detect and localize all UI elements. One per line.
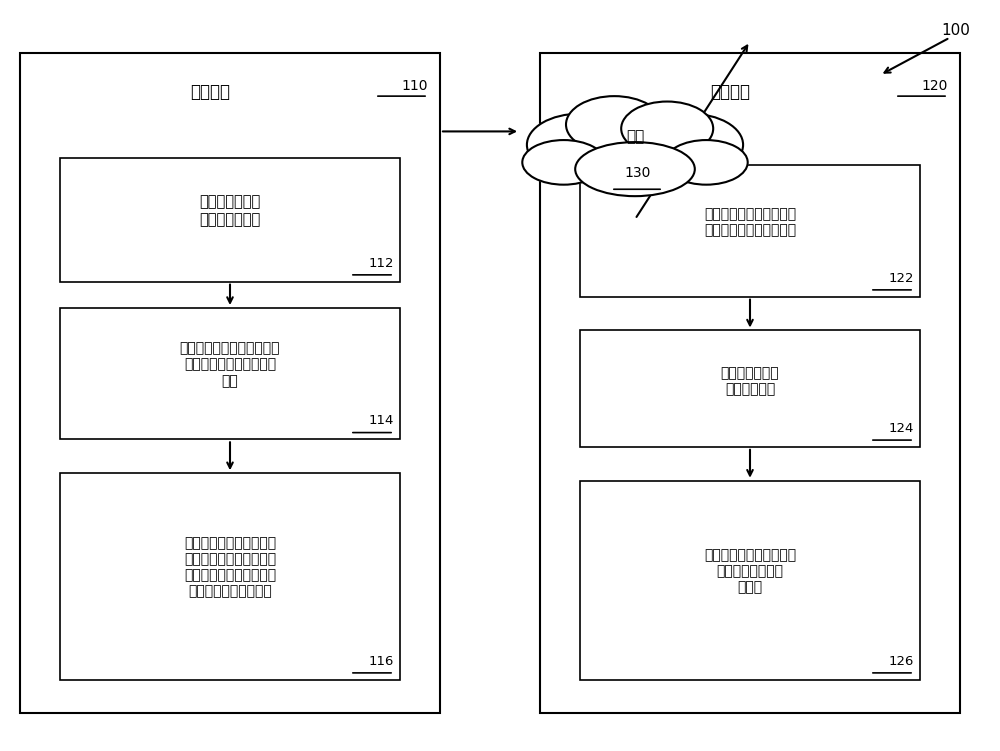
- Ellipse shape: [522, 140, 605, 185]
- Ellipse shape: [575, 142, 695, 196]
- Text: 接收包括接收的时间截値
和可变大小帧的网络分组: 接收包括接收的时间截値 和可变大小帧的网络分组: [704, 207, 796, 237]
- Text: 将可变量的流式数据编码在
具有对应的可变帧大小的
帧中: 将可变量的流式数据编码在 具有对应的可变帧大小的 帧中: [180, 342, 280, 388]
- Ellipse shape: [566, 96, 663, 153]
- FancyBboxPatch shape: [580, 165, 920, 297]
- FancyBboxPatch shape: [60, 308, 400, 439]
- Ellipse shape: [621, 101, 713, 155]
- Text: 122: 122: [889, 272, 914, 285]
- Ellipse shape: [566, 96, 663, 153]
- FancyBboxPatch shape: [60, 158, 400, 282]
- Text: 计算针对接收到的网络分
组的校正后的时间
截范围: 计算针对接收到的网络分 组的校正后的时间 截范围: [704, 548, 796, 594]
- Text: 接收设备: 接收设备: [710, 83, 750, 101]
- FancyBboxPatch shape: [540, 53, 960, 713]
- Ellipse shape: [564, 108, 706, 192]
- FancyBboxPatch shape: [580, 330, 920, 447]
- Text: 124: 124: [889, 422, 914, 435]
- FancyBboxPatch shape: [60, 473, 400, 680]
- Ellipse shape: [665, 140, 748, 185]
- Ellipse shape: [637, 113, 743, 176]
- Text: 100: 100: [941, 23, 970, 38]
- Text: 发送设备: 发送设备: [190, 83, 230, 101]
- Text: 将可变大小帧在网络分组
中发送到接收设备，该网
络分组与具有固定时间截
增量的时间截値相关联: 将可变大小帧在网络分组 中发送到接收设备，该网 络分组与具有固定时间截 增量的时…: [184, 536, 276, 599]
- Ellipse shape: [637, 113, 743, 176]
- Text: 110: 110: [402, 79, 428, 93]
- Text: 116: 116: [369, 655, 394, 668]
- Text: 114: 114: [369, 415, 394, 427]
- Ellipse shape: [527, 113, 633, 176]
- Ellipse shape: [564, 108, 706, 192]
- Text: 从缓冲区获得可
变量的流式数据: 从缓冲区获得可 变量的流式数据: [199, 195, 261, 227]
- Ellipse shape: [527, 113, 633, 176]
- Text: 126: 126: [889, 655, 914, 668]
- Ellipse shape: [665, 140, 748, 185]
- Text: 112: 112: [368, 257, 394, 270]
- Ellipse shape: [621, 101, 713, 155]
- Text: 120: 120: [922, 79, 948, 93]
- Ellipse shape: [522, 140, 605, 185]
- Text: 网络: 网络: [626, 129, 644, 144]
- FancyBboxPatch shape: [580, 481, 920, 680]
- Text: 确定先前的网络
分组已经丢失: 确定先前的网络 分组已经丢失: [721, 366, 779, 397]
- FancyBboxPatch shape: [20, 53, 440, 713]
- Text: 130: 130: [625, 166, 651, 179]
- Ellipse shape: [575, 142, 695, 196]
